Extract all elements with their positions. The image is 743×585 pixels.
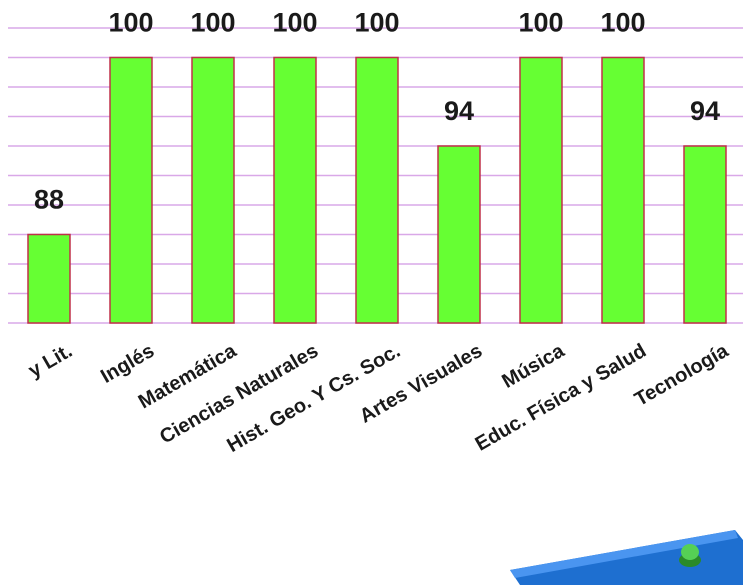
decoration: [510, 530, 743, 585]
value-label: 100: [354, 8, 399, 38]
bar: [437, 145, 481, 324]
x-tick-label: y Lit.: [25, 340, 76, 382]
bar: [683, 145, 727, 324]
value-label: 94: [444, 96, 474, 126]
bar: [601, 56, 645, 324]
bar: [191, 56, 235, 324]
x-tick-label: Música: [498, 339, 568, 392]
value-label: 100: [518, 8, 563, 38]
bar: [273, 56, 317, 324]
bar: [355, 56, 399, 324]
value-label: 100: [272, 8, 317, 38]
value-label: 94: [690, 96, 720, 126]
value-label: 100: [190, 8, 235, 38]
value-label: 88: [34, 185, 64, 215]
x-tick-label: Inglés: [97, 340, 158, 388]
bar: [519, 56, 563, 324]
value-label: 100: [600, 8, 645, 38]
x-tick-label: Tecnología: [631, 339, 733, 411]
value-label: 100: [108, 8, 153, 38]
bar: [27, 233, 71, 324]
bar: [109, 56, 153, 324]
